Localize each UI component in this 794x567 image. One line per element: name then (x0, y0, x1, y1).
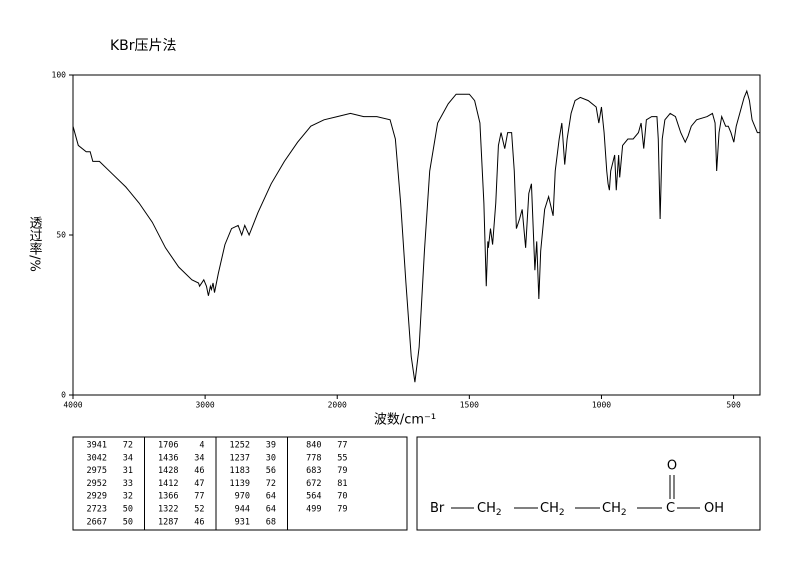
peak-wavenumber: 2723 (87, 505, 107, 515)
peak-transmittance: 68 (266, 517, 276, 527)
peak-transmittance: 64 (266, 492, 276, 502)
y-tick-label: 100 (52, 71, 67, 80)
peak-wavenumber: 672 (306, 479, 321, 489)
structure-group: Br (430, 501, 445, 516)
peak-transmittance: 31 (123, 466, 133, 476)
peak-transmittance: 47 (194, 479, 204, 489)
peak-transmittance: 30 (266, 453, 276, 463)
peak-wavenumber: 1436 (158, 453, 178, 463)
chart-title: KBr压片法 (110, 38, 177, 54)
structure-bonds (451, 475, 700, 509)
x-tick-label: 500 (726, 401, 741, 410)
peak-wavenumber: 1287 (158, 517, 178, 527)
x-tick-label: 3000 (195, 401, 214, 410)
peak-wavenumber: 1412 (158, 479, 178, 489)
peak-wavenumber: 1252 (230, 441, 250, 451)
group-text: CH (602, 501, 621, 516)
peak-wavenumber: 683 (306, 466, 321, 476)
x-axis-label: 波数/cm⁻¹ (374, 413, 436, 428)
y-tick-label: 50 (56, 231, 66, 240)
x-tick-label: 1000 (592, 401, 611, 410)
x-tick-label: 2000 (328, 401, 347, 410)
y-tick-label: 0 (61, 391, 66, 400)
peak-transmittance: 72 (123, 441, 133, 451)
peak-transmittance: 72 (266, 479, 276, 489)
peak-wavenumber: 1183 (230, 466, 250, 476)
peak-transmittance: 34 (123, 453, 133, 463)
peak-transmittance: 33 (123, 479, 133, 489)
peak-wavenumber: 1139 (230, 479, 250, 489)
group-subscript: 2 (496, 508, 502, 518)
peak-transmittance: 55 (337, 453, 347, 463)
peak-wavenumber: 1237 (230, 453, 250, 463)
structure-group: CH2 (602, 501, 627, 518)
group-text: Br (430, 501, 445, 516)
structure-frame (416, 436, 761, 531)
peak-transmittance: 70 (337, 492, 347, 502)
peak-wavenumber: 944 (235, 505, 250, 515)
peak-transmittance: 81 (337, 479, 347, 489)
carbonyl-oxygen: O (667, 459, 677, 474)
peak-wavenumber: 3941 (87, 441, 107, 451)
peak-table-frame (72, 436, 408, 531)
peak-wavenumber: 2667 (87, 517, 107, 527)
group-text: CH (477, 501, 496, 516)
y-axis-label: 透过率/% (27, 216, 43, 272)
structure-group: CH2 (540, 501, 565, 518)
x-tick-label: 1500 (460, 401, 479, 410)
peak-transmittance: 64 (266, 505, 276, 515)
peak-wavenumber: 564 (306, 492, 321, 502)
peak-transmittance: 50 (123, 505, 133, 515)
x-tick-label: 4000 (63, 401, 82, 410)
peak-wavenumber: 931 (235, 517, 250, 527)
peak-transmittance: 34 (194, 453, 204, 463)
peak-wavenumber: 970 (235, 492, 250, 502)
peak-transmittance: 39 (266, 441, 276, 451)
structure-group: OH (704, 501, 724, 516)
group-text: C (666, 501, 675, 516)
peak-wavenumber: 1322 (158, 505, 178, 515)
peak-wavenumber: 2952 (87, 479, 107, 489)
peak-wavenumber: 840 (306, 441, 321, 451)
peak-transmittance: 50 (123, 517, 133, 527)
group-subscript: 2 (621, 508, 627, 518)
peak-transmittance: 56 (266, 466, 276, 476)
spectrum-line (72, 89, 760, 383)
peak-transmittance: 32 (123, 492, 133, 502)
peak-transmittance: 79 (337, 505, 347, 515)
structure-group: CH2 (477, 501, 502, 518)
structure-group: C (666, 501, 675, 516)
group-text: CH (540, 501, 559, 516)
peak-wavenumber: 1428 (158, 466, 178, 476)
group-text: OH (704, 501, 724, 516)
peak-wavenumber: 2929 (87, 492, 107, 502)
peak-transmittance: 77 (337, 441, 347, 451)
peak-transmittance: 77 (194, 492, 204, 502)
peak-transmittance: 46 (194, 517, 204, 527)
peak-wavenumber: 499 (306, 505, 321, 515)
peak-transmittance: 52 (194, 505, 204, 515)
peak-wavenumber: 2975 (87, 466, 107, 476)
peak-transmittance: 79 (337, 466, 347, 476)
peak-wavenumber: 778 (306, 453, 321, 463)
peak-wavenumber: 3042 (87, 453, 107, 463)
peak-wavenumber: 1366 (158, 492, 178, 502)
peak-wavenumber: 1706 (158, 441, 178, 451)
peak-transmittance: 4 (199, 441, 204, 451)
peak-transmittance: 46 (194, 466, 204, 476)
group-subscript: 2 (559, 508, 565, 518)
